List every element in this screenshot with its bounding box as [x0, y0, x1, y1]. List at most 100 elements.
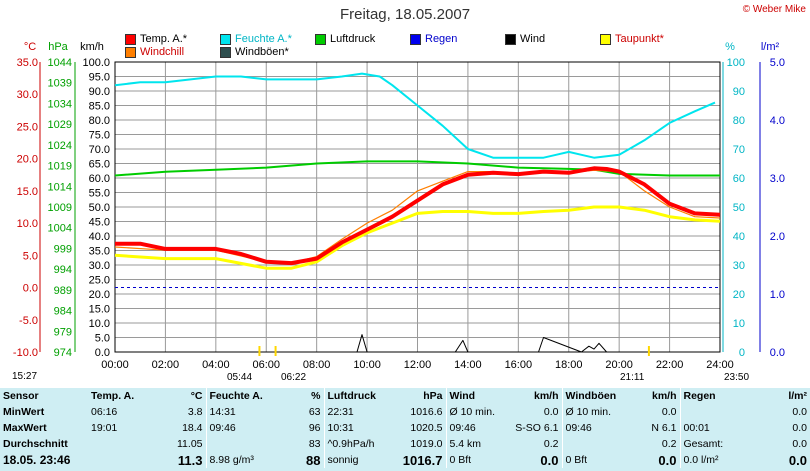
- hdr-gust: Windböen: [565, 390, 617, 402]
- rain-tick-label: 5.0: [770, 57, 785, 69]
- legend-swatch: [600, 33, 611, 45]
- sunset2-time: 23:50: [724, 372, 750, 383]
- max-wind-val: S-SO 6.1: [504, 420, 563, 436]
- max-temp-val: 18.4: [138, 420, 207, 436]
- wind-tick-label: 90.0: [89, 86, 110, 98]
- wind-tick-label: 10.0: [89, 318, 110, 330]
- pressure-tick-label: 1004: [48, 223, 72, 235]
- wind-tick-label: 5.0: [95, 333, 110, 345]
- hdr-sensor: Sensor: [3, 390, 39, 402]
- pressure-tick-label: 984: [54, 306, 72, 318]
- current-temp-val: 11.3: [138, 452, 207, 468]
- min-rain-time: [680, 404, 740, 420]
- rain-tick-label: 3.0: [770, 173, 785, 185]
- humidity-tick-label: 20: [733, 289, 745, 301]
- max-temp-time: 19:01: [91, 422, 118, 434]
- wind-tick-label: 0.0: [95, 347, 110, 359]
- weather-chart: °C hPa km/h% l/m² 35.0 30.0 25.0 20.0 15.0 10.0 5.…: [13, 41, 785, 371]
- rain-tick-label: 4.0: [770, 115, 785, 127]
- max-gust-time: 09:46: [565, 422, 592, 434]
- temp-unit-label: °C: [24, 41, 36, 53]
- stats-min-row: MinWert 06:16 3.8 14:31 63 22:31 1016.6 …: [0, 404, 810, 420]
- legend-label: Wind: [520, 33, 546, 45]
- avg-temp-val: 11.05: [138, 436, 207, 452]
- temp-tick-label: 30.0: [17, 89, 38, 101]
- stats-table: Sensor Temp. A. °C Feuchte A. % Luftdruc…: [0, 388, 810, 468]
- left-time: 15:27: [12, 371, 38, 382]
- humidity-tick-label: 50: [733, 202, 745, 214]
- wind-tick-label: 75.0: [89, 130, 110, 142]
- rain-unit-label: l/m²: [761, 41, 780, 53]
- max-wind-dir: S-SO: [515, 422, 541, 434]
- pressure-tick-label: 1039: [48, 78, 72, 90]
- temp-tick-label: 10.0: [17, 218, 38, 230]
- wind-tick-label: 50.0: [89, 202, 110, 214]
- legend-swatch: [220, 46, 231, 58]
- min-wind-label: Ø 10 min.: [449, 406, 496, 418]
- legend-label: Feuchte A.*: [235, 33, 292, 45]
- rain-tick-label: 0.0: [770, 347, 785, 359]
- wind-unit-label: km/h: [80, 41, 104, 53]
- legend-swatch: [125, 33, 136, 45]
- max-press-val: 1020.5: [386, 420, 447, 436]
- legend-item: Taupunkt*: [600, 33, 664, 45]
- pressure-tick-label: 994: [54, 264, 72, 276]
- pressure-tick-label: 989: [54, 285, 72, 297]
- min-wind-val: 0.0: [504, 404, 563, 420]
- x-tick-label: 14:00: [454, 359, 482, 371]
- legend-swatch: [505, 33, 516, 45]
- current-wind-val: 0.0: [504, 452, 563, 468]
- wind-tick-label: 65.0: [89, 159, 110, 171]
- hdr-press-unit: hPa: [386, 388, 447, 404]
- x-tick-label: 16:00: [505, 359, 533, 371]
- max-rain-time: 00:01: [683, 422, 710, 434]
- wind-tick-label: 100.0: [82, 57, 110, 69]
- humidity-tick-label: 10: [733, 318, 745, 330]
- max-gust-num: 6.1: [661, 422, 677, 434]
- max-gust-val: N 6.1: [622, 420, 681, 436]
- hdr-hum: Feuchte A.: [209, 390, 263, 402]
- current-gust-val: 0.0: [622, 452, 681, 468]
- hdr-hum-unit: %: [266, 388, 325, 404]
- min-hum-time: 14:31: [209, 406, 236, 418]
- x-tick-label: 20:00: [605, 359, 633, 371]
- x-tick-label: 04:00: [202, 359, 230, 371]
- legend-swatch: [220, 33, 231, 45]
- current-gust-bft: 0 Bft: [565, 454, 588, 466]
- wind-tick-label: 55.0: [89, 188, 110, 200]
- hdr-wind: Wind: [449, 390, 476, 402]
- rain-tick-label: 1.0: [770, 289, 785, 301]
- humidity-tick-label: 90: [733, 86, 745, 98]
- pressure-tick-label: 979: [54, 326, 72, 338]
- legend-label: Luftdruck: [330, 33, 376, 45]
- hdr-press: Luftdruck: [327, 390, 376, 402]
- temp-tick-label: 0.0: [23, 283, 38, 295]
- pressure-tick-label: 1019: [48, 161, 72, 173]
- wind-tick-label: 25.0: [89, 275, 110, 287]
- humidity-tick-label: 80: [733, 115, 745, 127]
- max-hum-time: 09:46: [209, 422, 236, 434]
- humidity-unit-label: %: [725, 41, 735, 53]
- humidity-tick-label: 30: [733, 260, 745, 272]
- wind-tick-label: 15.0: [89, 304, 110, 316]
- current-hum-val: 88: [266, 452, 325, 468]
- max-wind-num: 6.1: [543, 422, 559, 434]
- temp-tick-label: 15.0: [17, 186, 38, 198]
- wind-tick-label: 45.0: [89, 217, 110, 229]
- stats-header-row: Sensor Temp. A. °C Feuchte A. % Luftdruc…: [0, 388, 810, 404]
- wind-tick-label: 80.0: [89, 115, 110, 127]
- min-label: MinWert: [3, 406, 45, 418]
- current-press-val: 1016.7: [386, 452, 447, 468]
- min-press-time: 22:31: [327, 406, 354, 418]
- wind-tick-label: 20.0: [89, 289, 110, 301]
- wind-tick-label: 40.0: [89, 231, 110, 243]
- pressure-tick-label: 1044: [48, 57, 72, 69]
- wind-tick-label: 35.0: [89, 246, 110, 258]
- avg-press-trend: ^0.9hPa/h: [327, 438, 375, 450]
- min-rain-val: 0.0: [792, 406, 807, 418]
- temp-tick-label: -5.0: [19, 315, 38, 327]
- legend-swatch: [315, 33, 326, 45]
- current-rain-val: 0.0 l/m²: [683, 454, 719, 466]
- current-label: 18.05. 23:46: [3, 453, 71, 467]
- hdr-rain: Regen: [683, 390, 716, 402]
